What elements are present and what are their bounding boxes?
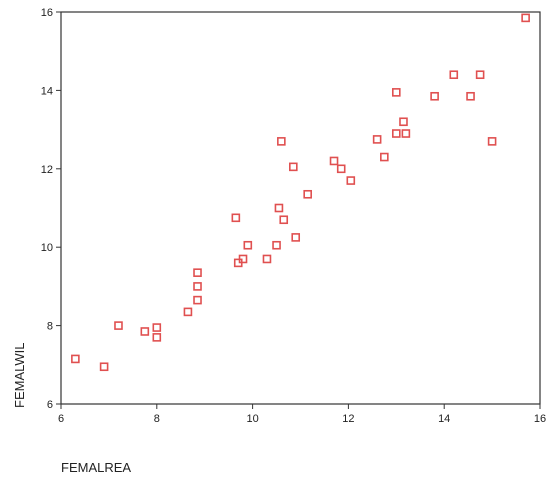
plot-area — [60, 11, 541, 405]
data-point — [114, 321, 123, 330]
x-axis-ticks: 6 8 10 12 14 16 — [58, 404, 546, 425]
data-point — [99, 362, 109, 372]
data-point — [231, 213, 241, 223]
data-point — [466, 91, 475, 101]
x-tick-label: 16 — [534, 413, 546, 425]
data-point — [329, 156, 339, 166]
y-axis-title: FEMALWIL — [12, 343, 27, 409]
data-point — [193, 282, 202, 291]
data-point — [346, 176, 356, 185]
data-point — [380, 152, 389, 162]
data-point — [303, 189, 312, 199]
data-point — [272, 240, 281, 250]
data-point — [291, 233, 301, 242]
x-tick-label: 12 — [342, 413, 354, 425]
data-point — [430, 91, 439, 101]
y-tick-label: 12 — [41, 164, 53, 176]
data-point — [71, 354, 80, 364]
data-point — [262, 254, 272, 264]
x-tick-label: 6 — [58, 413, 64, 425]
data-point — [401, 129, 411, 138]
x-tick-label: 10 — [246, 413, 258, 425]
y-tick-label: 10 — [41, 242, 53, 254]
data-point — [289, 162, 298, 172]
data-point — [274, 203, 284, 213]
data-point — [238, 254, 248, 264]
data-point — [487, 137, 497, 146]
data-point — [183, 307, 193, 317]
data-point — [391, 129, 401, 138]
x-tick-label: 14 — [438, 413, 450, 425]
data-point — [399, 117, 408, 127]
data-point — [277, 137, 286, 146]
data-point — [279, 215, 289, 225]
data-point — [193, 268, 202, 277]
x-axis-title: FEMALREA — [61, 460, 131, 475]
x-tick-label: 8 — [154, 413, 160, 425]
data-point — [449, 70, 459, 80]
data-point — [152, 323, 162, 332]
data-point — [521, 13, 530, 23]
data-point — [243, 240, 253, 250]
y-tick-label: 6 — [47, 399, 53, 411]
data-point — [372, 135, 382, 144]
data-point — [336, 164, 346, 174]
data-points — [71, 13, 530, 372]
data-point — [140, 327, 150, 336]
data-point — [193, 295, 202, 305]
y-tick-label: 14 — [41, 85, 53, 97]
y-tick-label: 8 — [47, 321, 53, 333]
data-point — [475, 70, 485, 80]
y-tick-label: 16 — [41, 7, 53, 19]
y-axis-ticks: 6 8 10 12 14 16 — [41, 7, 61, 411]
data-point — [391, 88, 401, 97]
data-point — [152, 333, 162, 342]
